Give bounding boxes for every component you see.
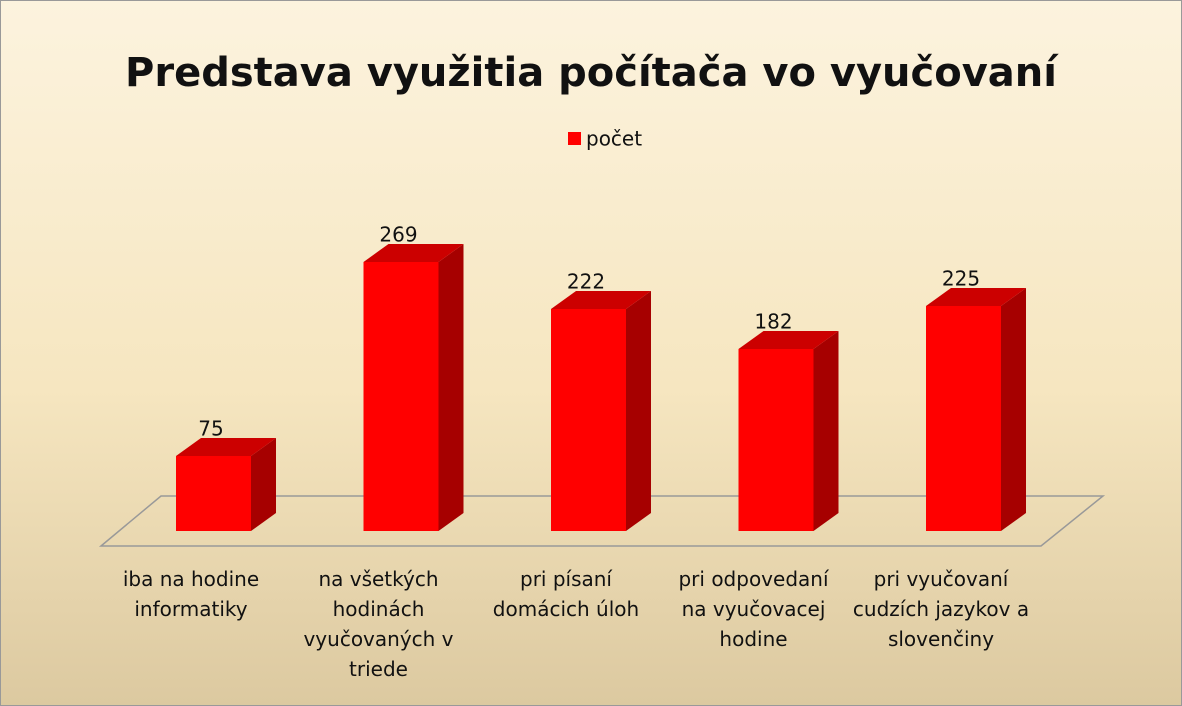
- bar-side: [813, 331, 839, 531]
- bar: [551, 309, 626, 531]
- value-label: 182: [754, 310, 792, 334]
- value-label: 75: [198, 417, 223, 441]
- bar: [926, 306, 1001, 531]
- bar: [176, 456, 251, 531]
- bar-side: [438, 244, 464, 531]
- floor: [98, 495, 1106, 547]
- x-tick-label: pri odpovedaní na vyučovacej hodine: [678, 567, 829, 651]
- legend-swatch: [568, 132, 581, 145]
- bar-side: [251, 438, 276, 531]
- bar-top: [551, 291, 651, 309]
- x-tick-label: na všetkých hodinách vyučovaných v tried…: [303, 567, 454, 681]
- bar-top: [176, 438, 276, 456]
- bar-top: [738, 331, 839, 349]
- bar: [738, 349, 814, 531]
- bar-side: [1001, 288, 1026, 531]
- x-tick-label: pri vyučovaní cudzích jazykov a slovenči…: [852, 567, 1030, 651]
- bar-side: [626, 291, 651, 531]
- bar-top: [363, 244, 464, 262]
- value-label: 222: [567, 270, 605, 294]
- x-tick-label: pri písaní domácich úloh: [492, 567, 640, 621]
- legend-label: počet: [586, 127, 642, 151]
- chart-title: Predstava využitia počítača vo vyučovaní: [125, 50, 1059, 96]
- x-tick-label: iba na hodine informatiky: [122, 567, 260, 621]
- value-label: 269: [379, 223, 417, 247]
- bar: [363, 262, 439, 531]
- value-label: 225: [942, 267, 980, 291]
- bar-top: [926, 288, 1026, 306]
